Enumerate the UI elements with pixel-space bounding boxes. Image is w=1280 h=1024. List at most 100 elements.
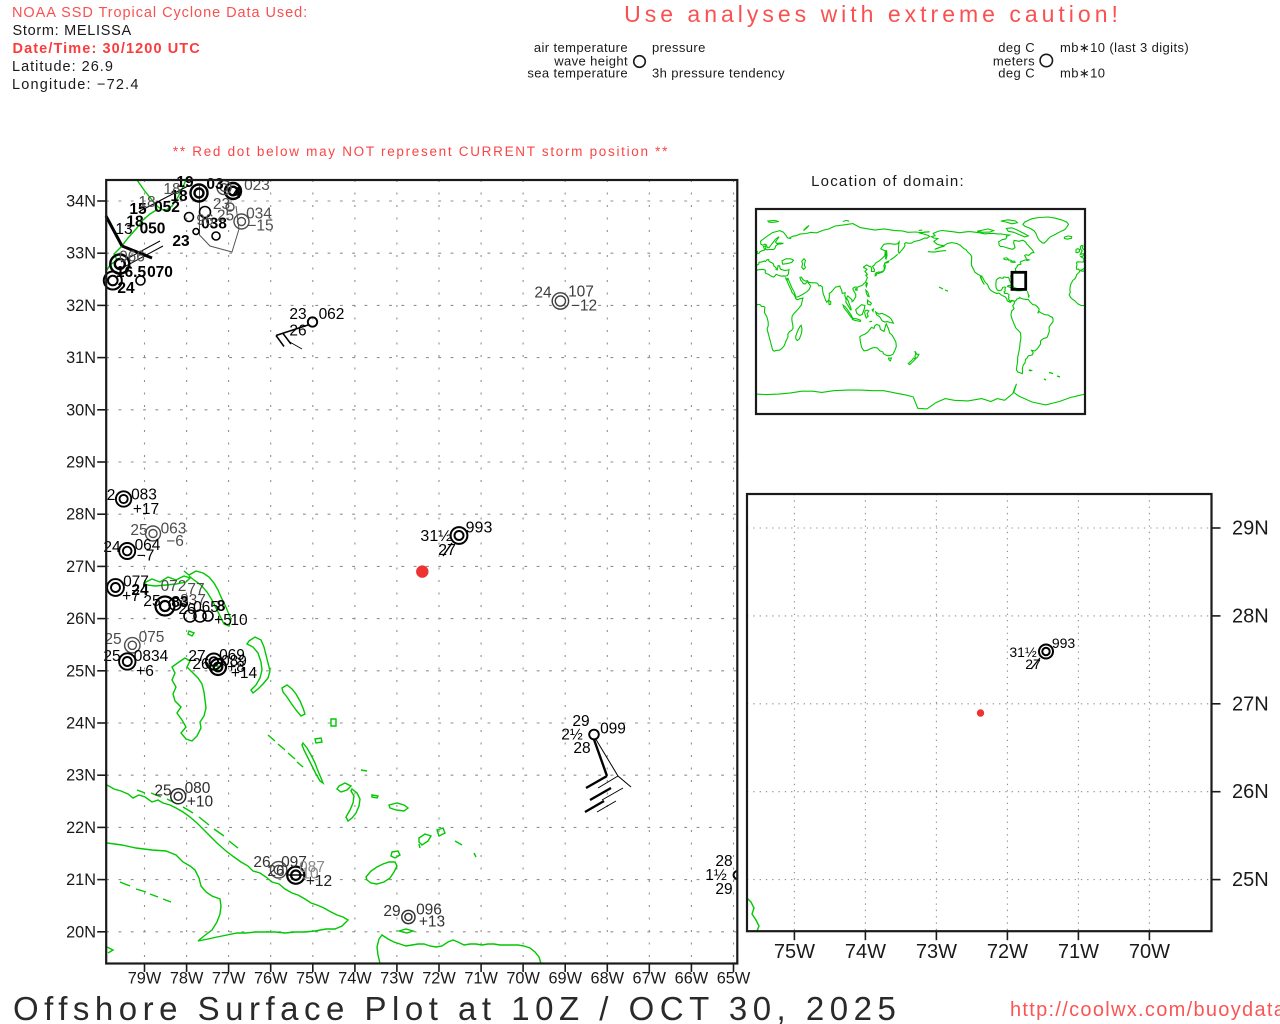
svg-text:air temperature: air temperature xyxy=(534,40,628,55)
svg-text:16.5: 16.5 xyxy=(116,264,147,281)
svg-text:33N: 33N xyxy=(66,245,96,263)
svg-text:29N: 29N xyxy=(1232,518,1269,540)
svg-text:−12: −12 xyxy=(571,298,597,315)
svg-text:25: 25 xyxy=(104,631,121,648)
svg-text:050: 050 xyxy=(140,221,166,238)
svg-text:077: 077 xyxy=(123,574,149,591)
svg-text:063: 063 xyxy=(161,521,187,538)
svg-text:+6: +6 xyxy=(136,663,154,680)
svg-text:075: 075 xyxy=(139,629,165,646)
svg-text:18: 18 xyxy=(163,181,180,198)
svg-text:25: 25 xyxy=(103,648,120,665)
svg-text:25N: 25N xyxy=(1232,869,1269,891)
svg-text:65W: 65W xyxy=(717,970,751,988)
svg-text:79W: 79W xyxy=(128,970,162,988)
svg-text:29N: 29N xyxy=(66,454,96,472)
svg-text:29: 29 xyxy=(383,903,400,920)
svg-text:+5: +5 xyxy=(214,612,232,629)
svg-text:28: 28 xyxy=(715,853,732,870)
svg-text:034: 034 xyxy=(246,206,272,223)
svg-text:25: 25 xyxy=(143,593,160,610)
svg-text:30N: 30N xyxy=(66,401,96,419)
svg-text:18: 18 xyxy=(138,194,155,211)
svg-text:+14: +14 xyxy=(231,665,258,682)
svg-text:2: 2 xyxy=(107,487,116,504)
svg-text:26: 26 xyxy=(192,656,209,673)
svg-text:27N: 27N xyxy=(66,558,96,576)
svg-text:71W: 71W xyxy=(1058,941,1099,963)
svg-text:2½: 2½ xyxy=(561,727,583,744)
svg-text:28: 28 xyxy=(573,740,590,757)
svg-text:69W: 69W xyxy=(548,970,582,988)
svg-text:74W: 74W xyxy=(845,941,886,963)
svg-text:837: 837 xyxy=(180,592,206,609)
svg-text:993: 993 xyxy=(466,520,493,537)
svg-text:24: 24 xyxy=(534,285,552,302)
svg-text:24: 24 xyxy=(117,280,135,297)
svg-text:24: 24 xyxy=(103,539,121,556)
svg-text:68W: 68W xyxy=(591,970,625,988)
svg-text:70W: 70W xyxy=(1129,941,1170,963)
svg-text:064: 064 xyxy=(135,537,161,554)
svg-text:74W: 74W xyxy=(338,970,372,988)
svg-text:Offshore Surface Plot at 10Z /: Offshore Surface Plot at 10Z / OCT 30, 2… xyxy=(13,990,901,1024)
svg-text:sea temperature: sea temperature xyxy=(527,66,628,81)
svg-text:23: 23 xyxy=(213,196,230,213)
svg-text:062: 062 xyxy=(319,306,345,323)
svg-text:−6: −6 xyxy=(166,533,184,550)
svg-text:31½: 31½ xyxy=(1009,644,1037,660)
svg-text:18: 18 xyxy=(126,214,144,231)
svg-text:8: 8 xyxy=(217,598,226,615)
svg-text:26N: 26N xyxy=(66,610,96,628)
svg-text:065: 065 xyxy=(193,599,219,616)
svg-text:25: 25 xyxy=(130,522,147,539)
svg-text:4: 4 xyxy=(233,185,242,202)
svg-text:72W: 72W xyxy=(987,941,1028,963)
svg-text:77: 77 xyxy=(187,581,204,598)
svg-text:Date/Time: 30/1200 UTC: Date/Time: 30/1200 UTC xyxy=(13,41,201,57)
svg-text:107: 107 xyxy=(568,284,594,301)
svg-text:Longitude: −72.4: Longitude: −72.4 xyxy=(12,77,140,93)
svg-text:66W: 66W xyxy=(675,970,709,988)
svg-text:087: 087 xyxy=(299,859,325,876)
svg-text:26N: 26N xyxy=(1232,781,1269,803)
svg-text:21N: 21N xyxy=(66,871,96,889)
svg-text:20N: 20N xyxy=(66,923,96,941)
svg-text:25: 25 xyxy=(217,208,234,225)
svg-text:25: 25 xyxy=(154,783,171,800)
svg-text:78W: 78W xyxy=(170,970,204,988)
svg-text:0834: 0834 xyxy=(134,648,169,665)
svg-text:76W: 76W xyxy=(254,970,288,988)
svg-text:23: 23 xyxy=(172,233,190,250)
svg-text:038: 038 xyxy=(201,216,227,233)
svg-text:+13: +13 xyxy=(419,914,445,931)
svg-text:069: 069 xyxy=(219,647,245,664)
svg-text:** Red dot below may NOT repre: ** Red dot below may NOT represent CURRE… xyxy=(173,144,669,159)
svg-text:pressure: pressure xyxy=(652,40,706,55)
svg-text:28N: 28N xyxy=(1232,605,1269,627)
svg-text:13: 13 xyxy=(115,221,132,238)
svg-text:19: 19 xyxy=(176,174,194,191)
svg-text:23: 23 xyxy=(289,306,306,323)
svg-text:−15: −15 xyxy=(247,218,273,235)
svg-text:77W: 77W xyxy=(212,970,246,988)
svg-text:72W: 72W xyxy=(422,970,456,988)
svg-text:71W: 71W xyxy=(464,970,498,988)
svg-text:26: 26 xyxy=(267,863,284,880)
svg-text:73W: 73W xyxy=(916,941,957,963)
svg-text:75W: 75W xyxy=(774,941,815,963)
svg-text:26: 26 xyxy=(253,854,270,871)
svg-text:32N: 32N xyxy=(66,297,96,315)
svg-text:097: 097 xyxy=(281,854,307,871)
svg-text:Storm: MELISSA: Storm: MELISSA xyxy=(13,23,132,39)
svg-text:23N: 23N xyxy=(66,767,96,785)
svg-text:1½: 1½ xyxy=(705,867,727,884)
svg-text:meters: meters xyxy=(993,54,1035,69)
svg-text:089: 089 xyxy=(221,653,247,670)
svg-text:18: 18 xyxy=(170,188,188,205)
svg-text:wave height: wave height xyxy=(553,54,628,69)
svg-text:mb∗10 (last 3 digits): mb∗10 (last 3 digits) xyxy=(1060,40,1189,55)
svg-text:NOAA SSD Tropical Cyclone Data: NOAA SSD Tropical Cyclone Data Used: xyxy=(12,5,308,21)
svg-text:29: 29 xyxy=(715,881,732,898)
svg-text:10: 10 xyxy=(230,612,248,629)
